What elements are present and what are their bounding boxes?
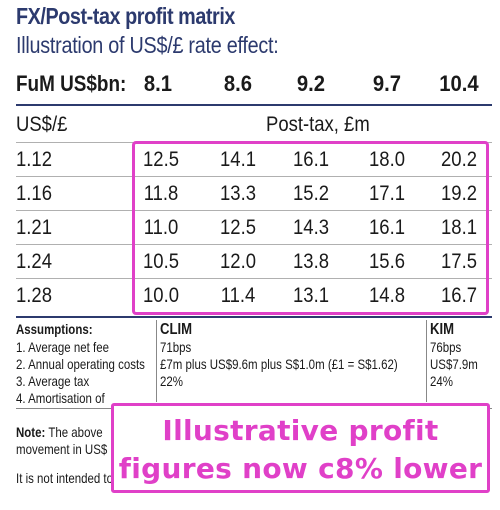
profit-cell: 20.2 [441, 148, 477, 171]
header-rule [16, 104, 492, 106]
page-title: FX/Post-tax profit matrix [16, 3, 235, 29]
assumption-item: 2. Annual operating costs [16, 356, 145, 372]
row-divider [16, 210, 492, 211]
profit-cell: 11.0 [143, 216, 179, 239]
profit-cell: 18.1 [441, 216, 477, 239]
kim-heading: KIM [430, 321, 455, 338]
fum-header-row: FuM US$bn: 8.1 8.6 9.2 9.7 10.4 [0, 68, 500, 104]
profit-cell: 12.0 [220, 250, 256, 273]
profit-cell: 16.1 [369, 216, 405, 239]
profit-cell: 13.3 [220, 182, 256, 205]
assumptions-heading: Assumptions: [16, 321, 93, 337]
callout-line-1: Illustrative profit [162, 414, 439, 447]
profit-cell: 19.2 [441, 182, 477, 205]
profit-cell: 13.1 [293, 284, 329, 307]
assumption-item: 4. Amortisation of [16, 390, 105, 406]
matrix-highlight-box [132, 141, 489, 315]
profit-cell: 15.6 [369, 250, 405, 273]
callout-line-2: figures now c8% lower [118, 452, 483, 485]
profit-cell: 15.2 [293, 182, 329, 205]
profit-cell: 12.5 [143, 148, 179, 171]
clim-heading: CLIM [160, 321, 193, 338]
profit-cell: 17.1 [369, 182, 405, 205]
fum-value: 8.1 [143, 71, 173, 96]
profit-cell: 10.5 [143, 250, 179, 273]
clim-value: 71bps [160, 339, 192, 355]
profit-cell: 14.1 [220, 148, 256, 171]
profit-cell: 16.7 [441, 284, 477, 307]
note-label: Note: [16, 424, 46, 440]
column-divider [426, 320, 427, 402]
rate-cell: 1.12 [16, 148, 52, 171]
row-divider [16, 176, 492, 177]
assumption-item: 1. Average net fee [16, 339, 109, 355]
row-divider [16, 244, 492, 245]
profit-column-header: Post-tax, £m [266, 113, 370, 136]
note-text: The above [48, 424, 103, 440]
profit-cell: 11.8 [143, 182, 179, 205]
note-line: movement in US$ [16, 441, 108, 457]
rate-cell: 1.16 [16, 182, 52, 205]
disclaimer-line: It is not intended to [16, 470, 114, 486]
fum-value: 9.2 [296, 71, 326, 96]
kim-value: 24% [430, 373, 453, 389]
profit-cell: 14.3 [293, 216, 329, 239]
fum-value: 10.4 [439, 71, 479, 96]
rate-cell: 1.28 [16, 284, 52, 307]
profit-cell: 14.8 [369, 284, 405, 307]
clim-value: 22% [160, 373, 183, 389]
fum-value: 8.6 [223, 71, 253, 96]
row-divider [16, 278, 492, 279]
profit-cell: 17.5 [441, 250, 477, 273]
column-divider [156, 320, 157, 402]
kim-value: 76bps [430, 339, 462, 355]
footer-rule [16, 316, 492, 318]
profit-cell: 11.4 [220, 284, 256, 307]
profit-cell: 12.5 [220, 216, 256, 239]
page-subtitle: Illustration of US$/£ rate effect: [16, 32, 279, 58]
assumption-item: 3. Average tax [16, 373, 90, 389]
rate-cell: 1.21 [16, 216, 52, 239]
callout-box: Illustrative profit figures now c8% lowe… [111, 403, 490, 493]
fum-label: FuM US$bn: [16, 71, 127, 96]
rate-column-header: US$/£ [16, 113, 68, 136]
kim-value: US$7.9m [430, 356, 478, 372]
profit-cell: 18.0 [369, 148, 405, 171]
rate-cell: 1.24 [16, 250, 52, 273]
fum-value: 9.7 [372, 71, 402, 96]
profit-cell: 16.1 [293, 148, 329, 171]
clim-value: £7m plus US$9.6m plus S$1.0m (£1 = S$1.6… [160, 356, 398, 372]
profit-cell: 10.0 [143, 284, 179, 307]
profit-cell: 13.8 [293, 250, 329, 273]
note-line: Note: The above [16, 424, 103, 440]
